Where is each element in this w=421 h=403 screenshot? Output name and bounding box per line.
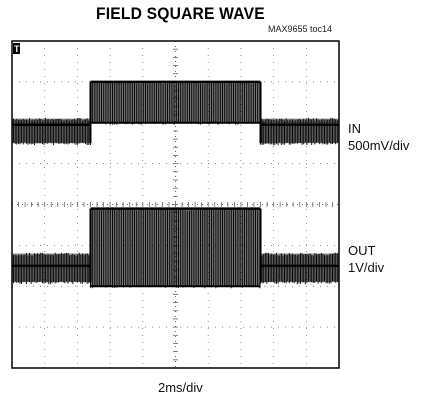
out-low-envelope bbox=[12, 253, 91, 283]
figure-reference: MAX9655 toc14 bbox=[268, 24, 333, 34]
in-low-envelope bbox=[12, 118, 91, 144]
out-high-envelope bbox=[90, 208, 261, 287]
trigger-marker: T bbox=[14, 44, 20, 54]
trigger-marker-box bbox=[13, 43, 20, 54]
out-channel-scale: 1V/div bbox=[348, 260, 385, 275]
in-high-envelope bbox=[90, 81, 261, 123]
in-low-envelope bbox=[260, 118, 339, 144]
out-low-envelope bbox=[260, 253, 339, 283]
trace-layer bbox=[11, 80, 340, 289]
out-channel-label: OUT 1V/div bbox=[348, 242, 384, 276]
out-trace bbox=[11, 207, 340, 289]
in-channel-name: IN bbox=[348, 121, 361, 136]
chart-title: FIELD SQUARE WAVE bbox=[96, 4, 265, 23]
in-channel-label: IN 500mV/div bbox=[348, 120, 409, 154]
x-axis-unit-label: 2ms/div bbox=[158, 380, 203, 395]
in-trace bbox=[11, 80, 340, 146]
screen-frame bbox=[11, 40, 340, 369]
in-channel-scale: 500mV/div bbox=[348, 138, 410, 153]
out-channel-name: OUT bbox=[348, 243, 376, 258]
